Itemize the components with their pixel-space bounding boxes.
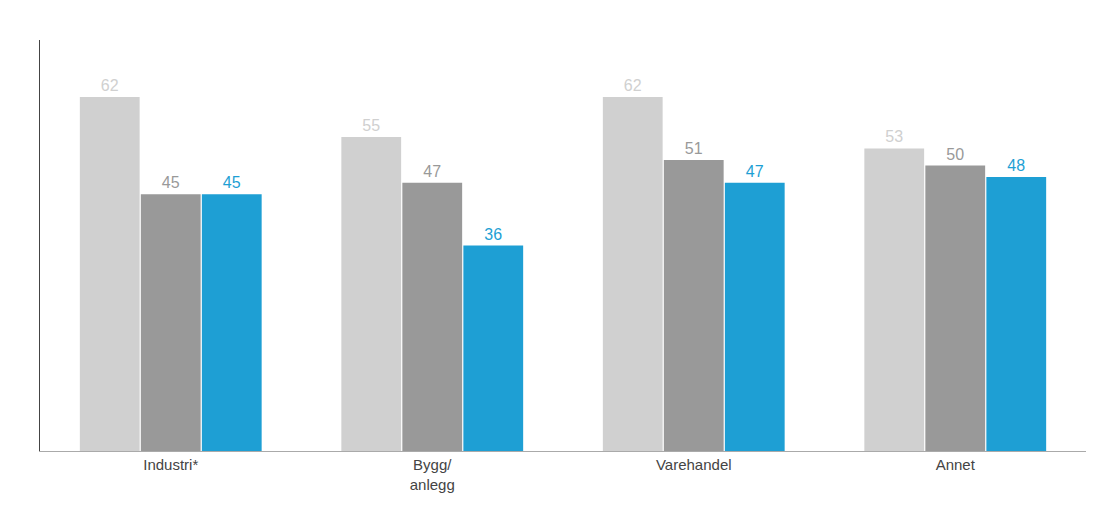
svg-text:36: 36: [484, 226, 502, 243]
svg-text:45: 45: [223, 174, 241, 191]
svg-text:53: 53: [885, 128, 903, 145]
svg-text:62: 62: [624, 77, 642, 94]
svg-text:48: 48: [1007, 157, 1025, 174]
svg-text:51: 51: [685, 140, 703, 157]
svg-text:Annet: Annet: [936, 456, 976, 473]
svg-text:45: 45: [162, 174, 180, 191]
svg-text:Bygg/anlegg: Bygg/anlegg: [410, 456, 455, 493]
svg-text:62: 62: [101, 77, 119, 94]
svg-text:55: 55: [362, 117, 380, 134]
svg-text:47: 47: [746, 163, 764, 180]
svg-text:Industri*: Industri*: [143, 456, 198, 473]
svg-text:50: 50: [946, 146, 964, 163]
svg-text:47: 47: [423, 163, 441, 180]
svg-text:Varehandel: Varehandel: [656, 456, 732, 473]
